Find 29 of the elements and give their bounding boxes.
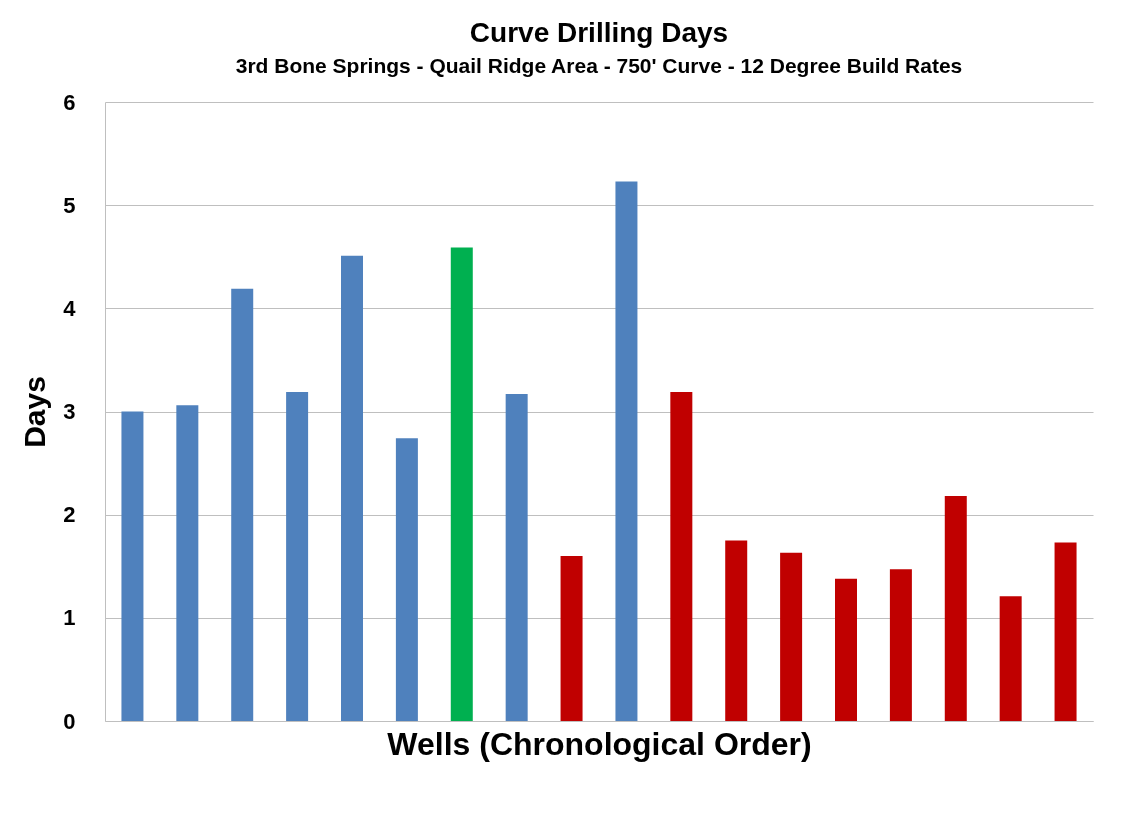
bar: [341, 255, 363, 721]
y-tick-label: 6: [63, 89, 76, 115]
bar: [725, 540, 748, 721]
bar: [176, 405, 199, 721]
y-tick-label: 5: [63, 192, 76, 218]
y-tick-label: 2: [63, 502, 76, 528]
y-tick-label: 3: [63, 399, 76, 424]
bar: [560, 555, 583, 721]
bar: [121, 411, 144, 721]
bar: [395, 438, 418, 721]
bar: [670, 391, 693, 721]
y-axis-title: Days: [18, 376, 52, 448]
bar: [286, 391, 309, 721]
bar: [1054, 542, 1077, 721]
bar: [780, 552, 803, 721]
y-tick-label: 4: [63, 295, 77, 321]
bar: [505, 393, 528, 721]
bar: [615, 181, 638, 721]
bar: [231, 288, 254, 721]
bar: [944, 496, 967, 721]
bar: [889, 569, 912, 721]
chart-title: Curve Drilling Days: [469, 17, 729, 48]
bar: [450, 247, 473, 721]
y-tick-label: 0: [63, 708, 76, 734]
y-tick-label: 1: [63, 605, 76, 631]
x-axis-title: Wells (Chronological Order): [387, 725, 812, 762]
bar: [999, 596, 1022, 721]
chart-subtitle: 3rd Bone Springs - Quail Ridge Area - 750' Curve - 12 Degree Build Rates: [235, 54, 963, 77]
bar: [835, 578, 857, 721]
